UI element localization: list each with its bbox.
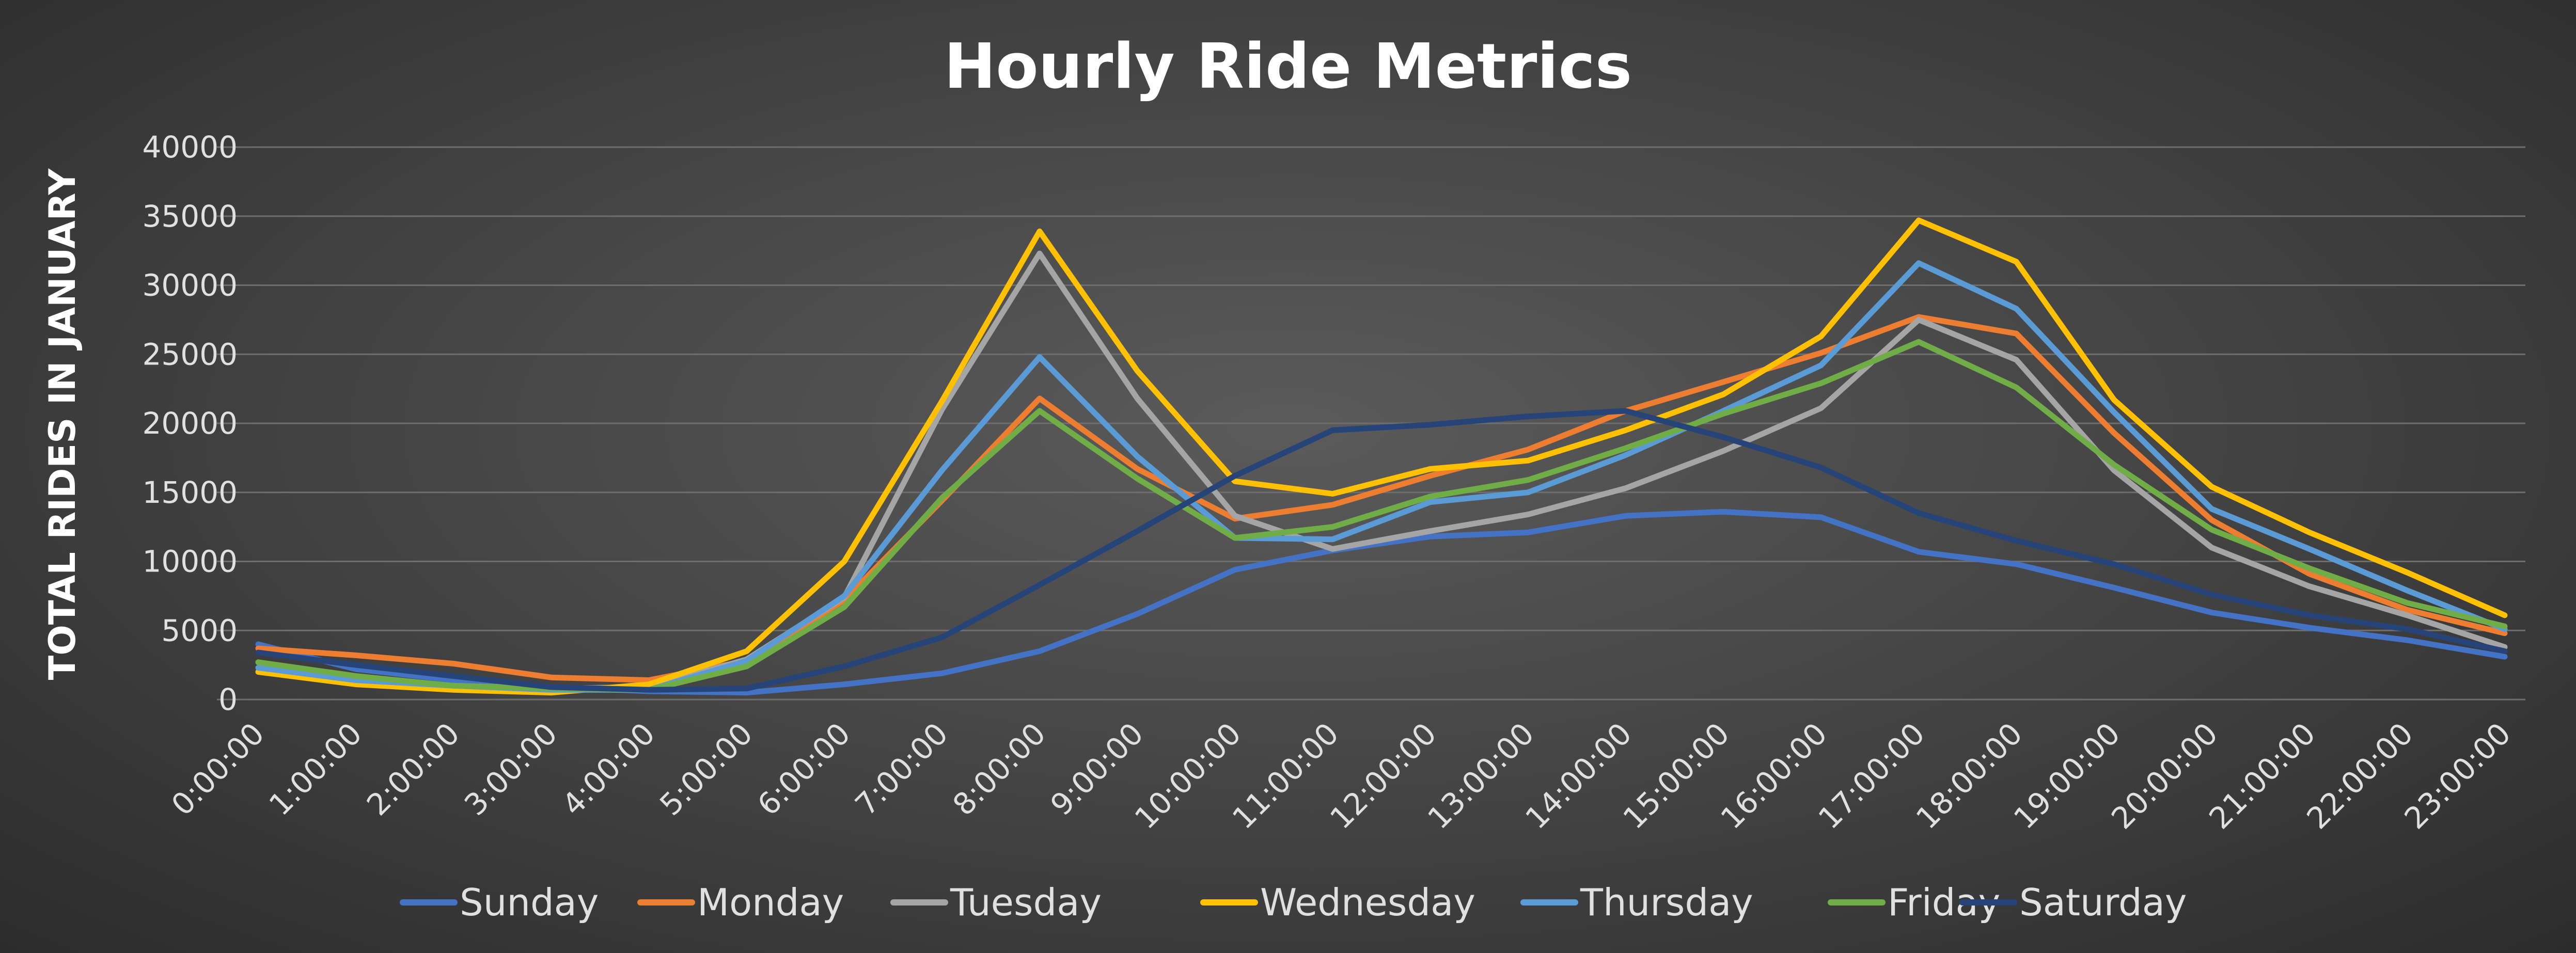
x-tick-label: 15:00:00 <box>1616 716 1736 836</box>
series-line-wednesday <box>255 217 2508 696</box>
x-tick-label: 16:00:00 <box>1714 716 1834 836</box>
x-tick-label: 6:00:00 <box>750 716 857 822</box>
series-line-monday <box>255 314 2508 683</box>
legend-label: Thursday <box>1580 881 1753 924</box>
legend-label: Tuesday <box>950 881 1102 924</box>
x-tick-label: 11:00:00 <box>1226 716 1345 836</box>
x-tick-label: 17:00:00 <box>1812 716 1931 836</box>
y-tick-label: 40000 <box>142 130 238 165</box>
x-tick-label: 12:00:00 <box>1323 716 1443 836</box>
x-tick-label: 3:00:00 <box>458 716 564 822</box>
y-tick-label: 5000 <box>161 613 238 648</box>
y-tick-label: 25000 <box>142 337 238 372</box>
y-tick-label: 35000 <box>142 199 238 234</box>
x-tick-label: 7:00:00 <box>849 716 955 822</box>
legend: Sunday Monday Tuesday Wednesday Thursday Frid… <box>400 881 2187 924</box>
x-tick-label: 5:00:00 <box>653 716 759 822</box>
x-tick-label: 13:00:00 <box>1421 716 1541 836</box>
series-line-thursday <box>255 260 2508 693</box>
x-tick-label: 19:00:00 <box>2007 716 2127 836</box>
x-tick-label: 18:00:00 <box>1909 716 2029 836</box>
x-tick-label: 4:00:00 <box>555 716 662 822</box>
series-line-saturday <box>255 408 2508 693</box>
legend-label: Sunday <box>460 881 599 924</box>
y-axis-label: TOTAL RIDES IN JANUARY <box>41 168 84 680</box>
x-tick-label: 20:00:00 <box>2104 716 2224 836</box>
x-tick-label: 1:00:00 <box>262 716 369 822</box>
x-tick-label: 0:00:00 <box>165 716 271 822</box>
gridlines <box>217 146 2525 701</box>
x-tick-label: 22:00:00 <box>2300 716 2420 836</box>
legend-label: Wednesday <box>1260 881 1475 924</box>
x-tick-label: 21:00:00 <box>2202 716 2322 836</box>
y-tick-label: 10000 <box>142 544 238 579</box>
chart-title: Hourly Ride Metrics <box>944 31 1632 103</box>
x-tick-label: 8:00:00 <box>946 716 1053 822</box>
x-axis-ticks: 0:00:001:00:002:00:003:00:004:00:005:00:… <box>165 716 2518 836</box>
legend-label: Monday <box>697 881 844 924</box>
series-lines <box>255 217 2508 696</box>
y-tick-label: 30000 <box>142 268 238 303</box>
series-line-tuesday <box>255 250 2508 692</box>
y-axis-ticks: 0 5000 10000 15000 20000 25000 30000 35000 40000 <box>142 130 238 717</box>
x-tick-label: 23:00:00 <box>2398 716 2518 836</box>
y-tick-label: 15000 <box>142 475 238 510</box>
x-tick-label: 10:00:00 <box>1128 716 1248 836</box>
x-tick-label: 14:00:00 <box>1518 716 1638 836</box>
legend-label: Saturday <box>2019 881 2187 924</box>
y-tick-label: 0 <box>218 682 238 717</box>
x-tick-label: 2:00:00 <box>360 716 466 822</box>
y-tick-label: 20000 <box>142 406 238 441</box>
